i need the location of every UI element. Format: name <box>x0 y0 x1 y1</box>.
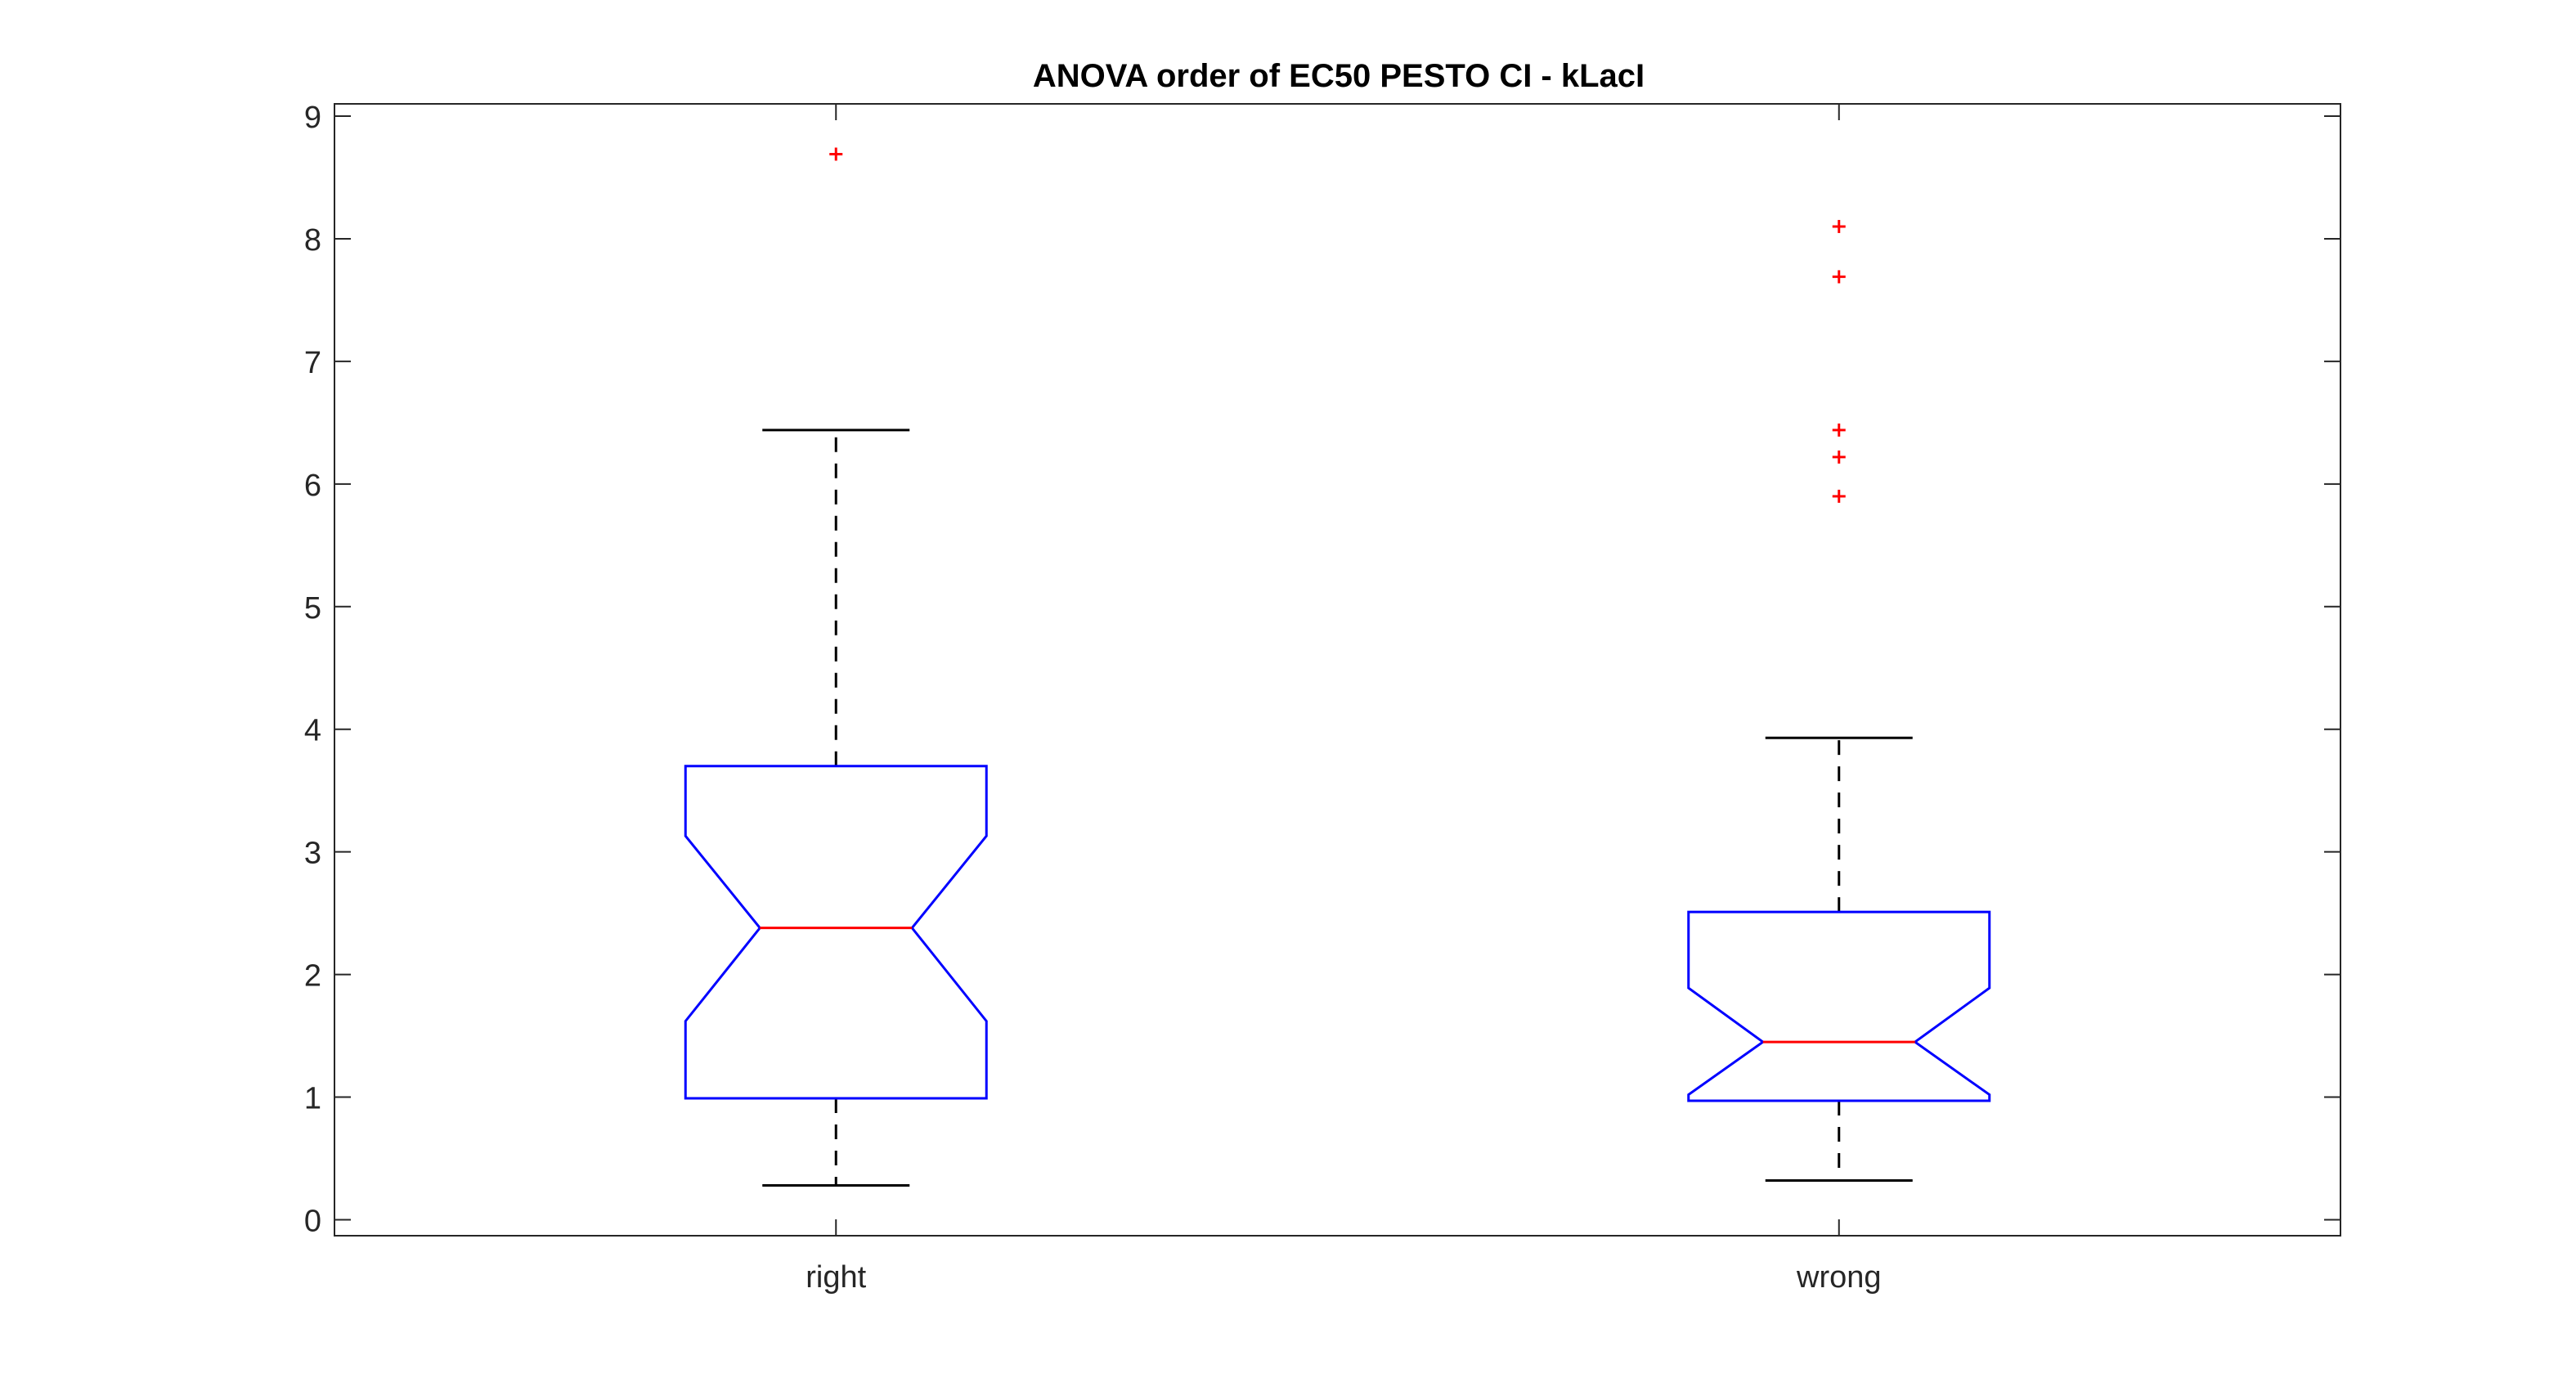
y-tick-label: 3 <box>304 837 321 871</box>
x-tick-label: right <box>806 1260 866 1295</box>
y-tick-label: 9 <box>304 101 321 135</box>
y-tick-label: 6 <box>304 469 321 503</box>
outlier-marker <box>829 147 843 161</box>
outlier-marker <box>1832 219 1846 233</box>
y-tick-label: 7 <box>304 346 321 380</box>
box-right <box>684 147 988 1187</box>
axes-frame <box>334 103 2341 1237</box>
y-tick-label: 5 <box>304 591 321 626</box>
plot-area: 0 1 2 3 4 5 6 7 8 9 right wrong <box>304 101 2341 1295</box>
y-tick-label: 8 <box>304 223 321 258</box>
y-tick-label: 1 <box>304 1082 321 1116</box>
y-tick-label: 0 <box>304 1205 321 1239</box>
box-wrong <box>1687 219 1991 1183</box>
y-tick-label: 2 <box>304 959 321 994</box>
chart-title: ANOVA order of EC50 PESTO CI - kLacI <box>1033 58 1645 94</box>
y-tick-label: 4 <box>304 714 321 748</box>
outlier-marker <box>1832 423 1846 437</box>
outlier-marker <box>1832 270 1846 284</box>
notched-box <box>684 765 988 1100</box>
notched-box <box>1687 910 1991 1102</box>
outlier-marker <box>1832 489 1846 503</box>
outlier-marker <box>1832 450 1846 464</box>
x-tick-label: wrong <box>1796 1260 1882 1295</box>
